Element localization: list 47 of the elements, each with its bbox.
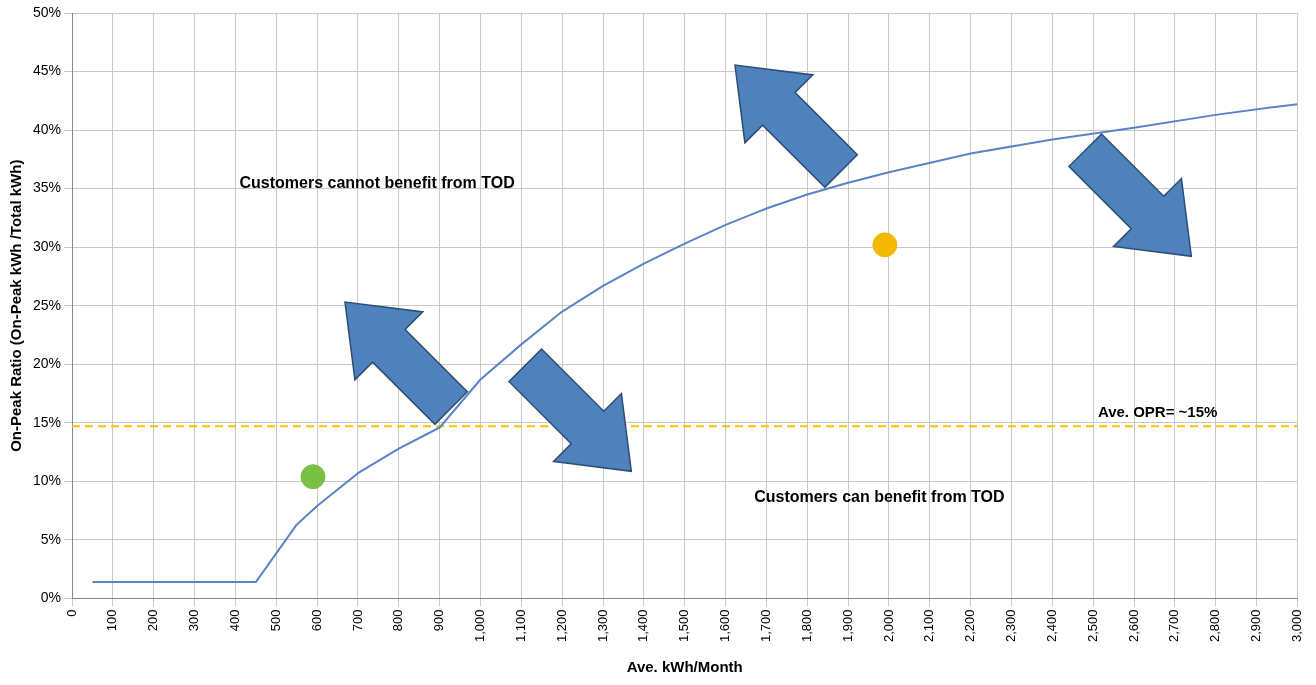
x-tick-label: 1,500: [676, 609, 692, 643]
x-tick-label: 2,000: [880, 609, 896, 643]
x-tick-label: 600: [308, 609, 324, 632]
x-tick-label: 500: [267, 609, 283, 632]
x-tick-label: 3,000: [1288, 609, 1304, 643]
x-tick-label: 1,100: [512, 609, 528, 643]
y-tick-label: 5%: [40, 530, 62, 547]
x-tick-label: 800: [390, 609, 406, 632]
x-tick-label: 1,400: [635, 609, 651, 643]
y-tick-label: 45%: [32, 62, 62, 79]
y-axis-title: On-Peak Ratio (On-Peak kWh /Total kWh): [7, 159, 25, 452]
x-tick-label: 200: [145, 609, 161, 632]
y-tick-label: 35%: [32, 179, 62, 196]
annotation: Customers can benefit from TOD: [754, 488, 1005, 506]
x-tick-label: 2,800: [1207, 609, 1223, 643]
x-tick-label: 300: [186, 609, 202, 632]
x-tick-label: 2,200: [962, 609, 978, 643]
x-tick-label: 1,700: [757, 609, 773, 643]
x-tick-label: 1,000: [472, 609, 488, 643]
x-tick-label: 1,300: [594, 609, 610, 643]
y-tick-label: 25%: [32, 296, 62, 313]
x-tick-label: 700: [349, 609, 365, 632]
y-tick-label: 50%: [32, 3, 62, 20]
annotation: Customers cannot benefit from TOD: [239, 174, 515, 192]
x-tick-label: 2,700: [1166, 609, 1182, 643]
y-tick-label: 15%: [32, 413, 62, 430]
y-tick-label: 10%: [32, 472, 62, 489]
x-tick-label: 1,900: [839, 609, 855, 643]
y-tick-label: 30%: [32, 238, 62, 255]
x-tick-label: 2,500: [1084, 609, 1100, 643]
x-tick-label: 0: [63, 609, 79, 617]
x-tick-label: 1,600: [717, 609, 733, 643]
x-axis-title: Ave. kWh/Month: [626, 658, 743, 676]
y-tick-label: 0%: [40, 589, 62, 606]
ref-line-label: Ave. OPR= ~15%: [1097, 402, 1218, 420]
x-tick-label: 1,200: [553, 609, 569, 643]
x-tick-label: 400: [226, 609, 242, 632]
x-tick-label: 900: [431, 609, 447, 632]
x-tick-label: 2,600: [1125, 609, 1141, 643]
y-tick-label: 40%: [32, 120, 62, 137]
x-tick-label: 1,800: [798, 609, 814, 643]
y-tick-label: 20%: [32, 355, 62, 372]
x-tick-label: 2,400: [1043, 609, 1059, 643]
x-tick-label: 100: [104, 609, 120, 632]
x-tick-label: 2,300: [1003, 609, 1019, 643]
x-tick-label: 2,100: [921, 609, 937, 643]
x-tick-label: 2,900: [1248, 609, 1264, 643]
